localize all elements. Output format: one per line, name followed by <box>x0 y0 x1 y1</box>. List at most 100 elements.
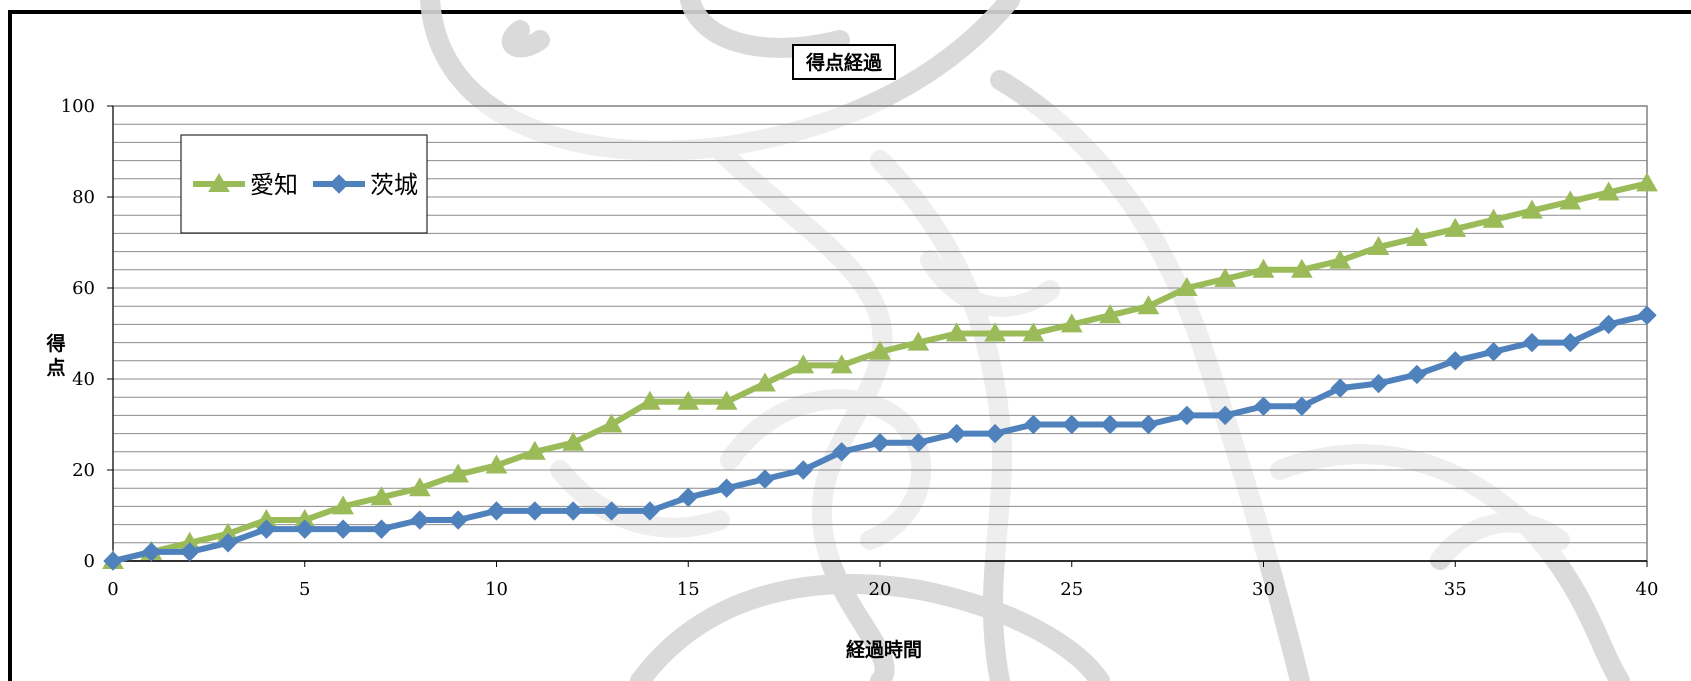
data-point <box>1252 258 1275 278</box>
x-tick-label: 30 <box>1252 579 1275 600</box>
data-point <box>1253 396 1274 417</box>
y-tick-label: 80 <box>72 187 95 208</box>
data-point <box>103 551 123 571</box>
data-point <box>1407 364 1427 385</box>
data-point <box>1100 414 1120 435</box>
legend-item-0: 愛知 <box>193 171 298 199</box>
data-point <box>563 501 583 521</box>
data-point <box>448 510 468 530</box>
data-point <box>1022 322 1045 342</box>
data-point <box>831 442 852 462</box>
x-axis-title: 経過時間 <box>846 638 922 661</box>
data-point <box>715 390 738 410</box>
data-point <box>1444 217 1467 237</box>
y-axis-title: 得点 <box>45 332 65 379</box>
data-point <box>410 510 430 530</box>
data-point <box>600 413 623 433</box>
data-point <box>1060 313 1083 333</box>
data-point <box>141 542 162 562</box>
data-point <box>370 486 393 506</box>
x-tick-label: 10 <box>485 579 508 600</box>
axes: 0 5 10 15 20 25 30 35 40 0 20 40 60 80 100 <box>61 96 1659 600</box>
x-tick-label: 0 <box>107 579 118 600</box>
data-point <box>830 354 853 374</box>
legend-label: 茨城 <box>370 171 418 199</box>
data-point <box>1522 332 1542 353</box>
x-tick-label: 20 <box>869 579 892 600</box>
data-point <box>218 533 238 553</box>
data-point <box>1636 172 1658 192</box>
data-point <box>179 542 200 562</box>
series-0 <box>102 172 1658 569</box>
y-tick-label: 100 <box>61 96 95 117</box>
data-point <box>1445 351 1465 371</box>
series-layer <box>102 172 1658 571</box>
data-point <box>755 469 775 489</box>
data-point <box>256 519 277 539</box>
data-point <box>1137 295 1160 315</box>
data-point <box>1329 249 1352 269</box>
data-point <box>486 501 507 521</box>
data-point <box>1482 208 1505 228</box>
data-point <box>1330 378 1350 398</box>
data-point <box>525 501 545 521</box>
x-tick-label: 15 <box>677 579 700 600</box>
data-point <box>1559 190 1582 210</box>
x-tick-label: 35 <box>1444 579 1467 600</box>
data-point <box>1175 276 1198 296</box>
chart-title: 得点経過 <box>805 51 883 74</box>
y-tick-label: 60 <box>72 278 95 299</box>
data-point <box>332 495 354 515</box>
data-point <box>1368 373 1389 394</box>
data-point <box>945 322 968 342</box>
data-point <box>716 478 737 498</box>
data-point <box>677 390 700 410</box>
data-point <box>869 340 891 360</box>
data-point <box>639 390 661 410</box>
data-point <box>1099 304 1121 324</box>
data-point <box>907 331 930 351</box>
legend-swatch-marker <box>208 172 230 192</box>
data-point <box>1292 396 1312 417</box>
data-point <box>1367 236 1390 256</box>
y-tick-label: 0 <box>84 551 95 572</box>
data-point <box>1598 314 1619 335</box>
data-point <box>908 432 929 453</box>
data-point <box>1637 305 1657 326</box>
data-point <box>1521 199 1543 219</box>
data-point <box>1406 226 1428 246</box>
legend-item-1: 茨城 <box>313 171 418 199</box>
data-point <box>640 501 660 521</box>
y-axis-title-char: 得 <box>45 332 65 355</box>
data-point <box>523 440 546 460</box>
data-point <box>295 519 315 539</box>
data-point <box>371 519 392 539</box>
legend-label: 愛知 <box>250 171 298 199</box>
data-point <box>1597 181 1620 201</box>
series-1 <box>103 305 1657 571</box>
data-point <box>1062 414 1082 435</box>
data-point <box>793 460 814 480</box>
data-point <box>870 432 890 453</box>
data-point <box>1023 414 1044 435</box>
data-point <box>678 487 698 508</box>
data-point <box>1560 332 1581 353</box>
y-axis-title-char: 点 <box>46 357 65 379</box>
legend: 愛知 茨城 <box>193 171 418 199</box>
x-tick-label: 25 <box>1060 579 1083 600</box>
data-point <box>1290 258 1313 278</box>
chart-title-box <box>792 44 896 80</box>
data-point <box>485 454 508 474</box>
data-point <box>1138 414 1159 435</box>
data-point <box>984 322 1006 342</box>
data-point <box>946 423 967 444</box>
data-point <box>985 423 1005 444</box>
data-point <box>1177 405 1197 426</box>
data-point <box>601 501 622 521</box>
x-tick-label: 5 <box>299 579 310 600</box>
data-point <box>1215 405 1235 426</box>
x-tick-label: 40 <box>1636 579 1659 600</box>
data-point <box>754 372 776 392</box>
data-point <box>1214 267 1237 287</box>
